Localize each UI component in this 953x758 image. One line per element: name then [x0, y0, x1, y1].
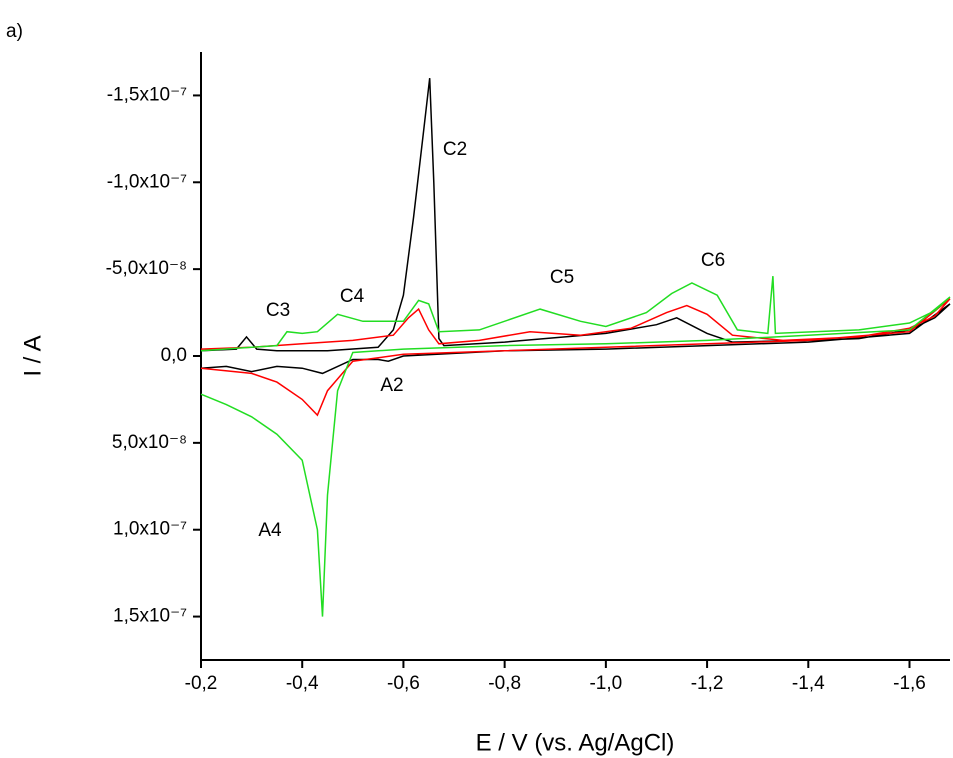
series-line — [200, 276, 951, 617]
peak-label: C3 — [266, 300, 290, 321]
x-tick-label: -1,4 — [792, 673, 825, 694]
y-tick-label: -1,5x10⁻⁷ — [107, 84, 187, 105]
x-tick-label: -1,0 — [589, 673, 622, 694]
series-line — [200, 78, 951, 375]
y-tick-label: 1,5x10⁻⁷ — [113, 606, 187, 627]
x-tick-label: -0,2 — [185, 673, 218, 694]
peak-label: C4 — [340, 286, 365, 307]
y-tick-label: 0,0 — [161, 345, 187, 366]
y-tick-label: 5,0x10⁻⁸ — [112, 432, 187, 453]
x-axis-label: E / V (vs. Ag/AgCl) — [476, 729, 675, 756]
x-tick-label: -0,4 — [286, 673, 319, 694]
peak-label: A2 — [380, 375, 403, 396]
peak-label: C2 — [443, 139, 467, 160]
series-line — [200, 298, 951, 417]
x-tick-label: -0,6 — [387, 673, 420, 694]
x-tick-label: -1,6 — [893, 673, 926, 694]
peak-label: A4 — [258, 520, 282, 541]
y-axis-label: I / A — [19, 335, 46, 376]
y-tick-label: -5,0x10⁻⁸ — [106, 258, 187, 279]
y-tick-label: -1,0x10⁻⁷ — [107, 171, 187, 192]
x-tick-label: -0,8 — [488, 673, 521, 694]
y-tick-label: 1,0x10⁻⁷ — [113, 519, 187, 540]
peak-label: C5 — [550, 267, 574, 288]
peak-label: C6 — [701, 250, 725, 271]
x-tick-label: -1,2 — [691, 673, 724, 694]
panel-label: a) — [6, 21, 23, 42]
